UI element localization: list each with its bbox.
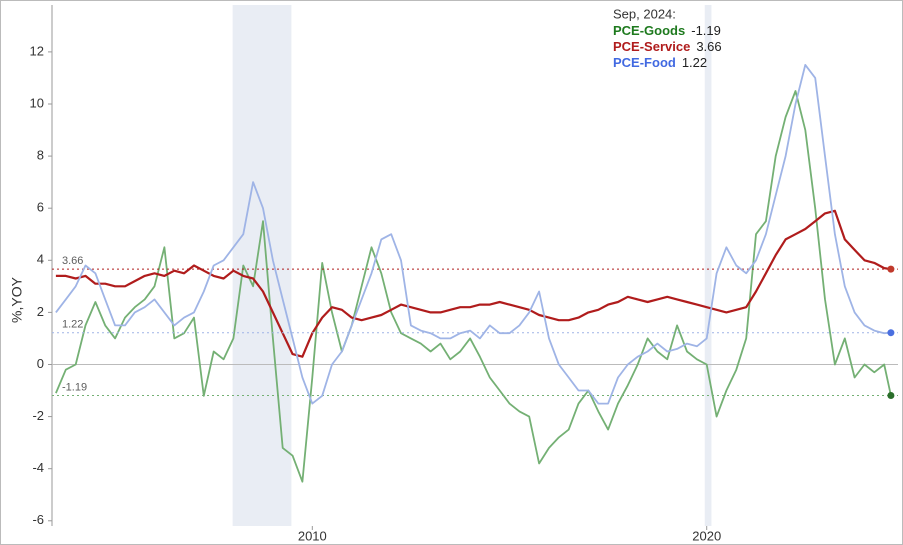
plot-area [52, 64, 898, 483]
legend-value: -1.19 [691, 23, 721, 38]
y-tick-label: 10 [30, 95, 44, 110]
y-tick-label: -4 [32, 460, 44, 475]
reference-label: -1.19 [62, 381, 87, 393]
y-tick-label: -6 [32, 512, 44, 527]
reference-label: 1.22 [62, 319, 83, 331]
end-dot [887, 329, 895, 337]
legend-value: 1.22 [682, 55, 707, 70]
x-tick-label: 2010 [298, 528, 327, 543]
legend-entry: PCE-Goods -1.19 [613, 23, 721, 38]
series-line [55, 209, 892, 358]
y-tick-label: 2 [37, 304, 44, 319]
end-dot [887, 391, 895, 399]
legend-value: 3.66 [696, 39, 721, 54]
shaded-period [704, 5, 712, 526]
y-axis-label: %,YOY [9, 276, 25, 323]
y-tick-label: 8 [37, 148, 44, 163]
y-tick-label: -2 [32, 408, 44, 423]
y-tick-label: 6 [37, 200, 44, 215]
series-line [55, 64, 891, 405]
legend-name: PCE-Food [613, 55, 676, 70]
y-tick-label: 12 [30, 43, 44, 58]
series-line [55, 90, 892, 483]
reference-label: 3.66 [62, 255, 83, 267]
end-dot [887, 265, 895, 273]
legend-entry: PCE-Food 1.22 [613, 55, 707, 70]
legend-entry: PCE-Service 3.66 [613, 39, 722, 54]
legend-name: PCE-Goods [613, 23, 685, 38]
legend-name: PCE-Service [613, 39, 690, 54]
y-tick-label: 4 [37, 252, 44, 267]
legend-title: Sep, 2024: [613, 6, 676, 21]
x-tick-label: 2020 [692, 528, 721, 543]
y-tick-label: 0 [37, 356, 44, 371]
